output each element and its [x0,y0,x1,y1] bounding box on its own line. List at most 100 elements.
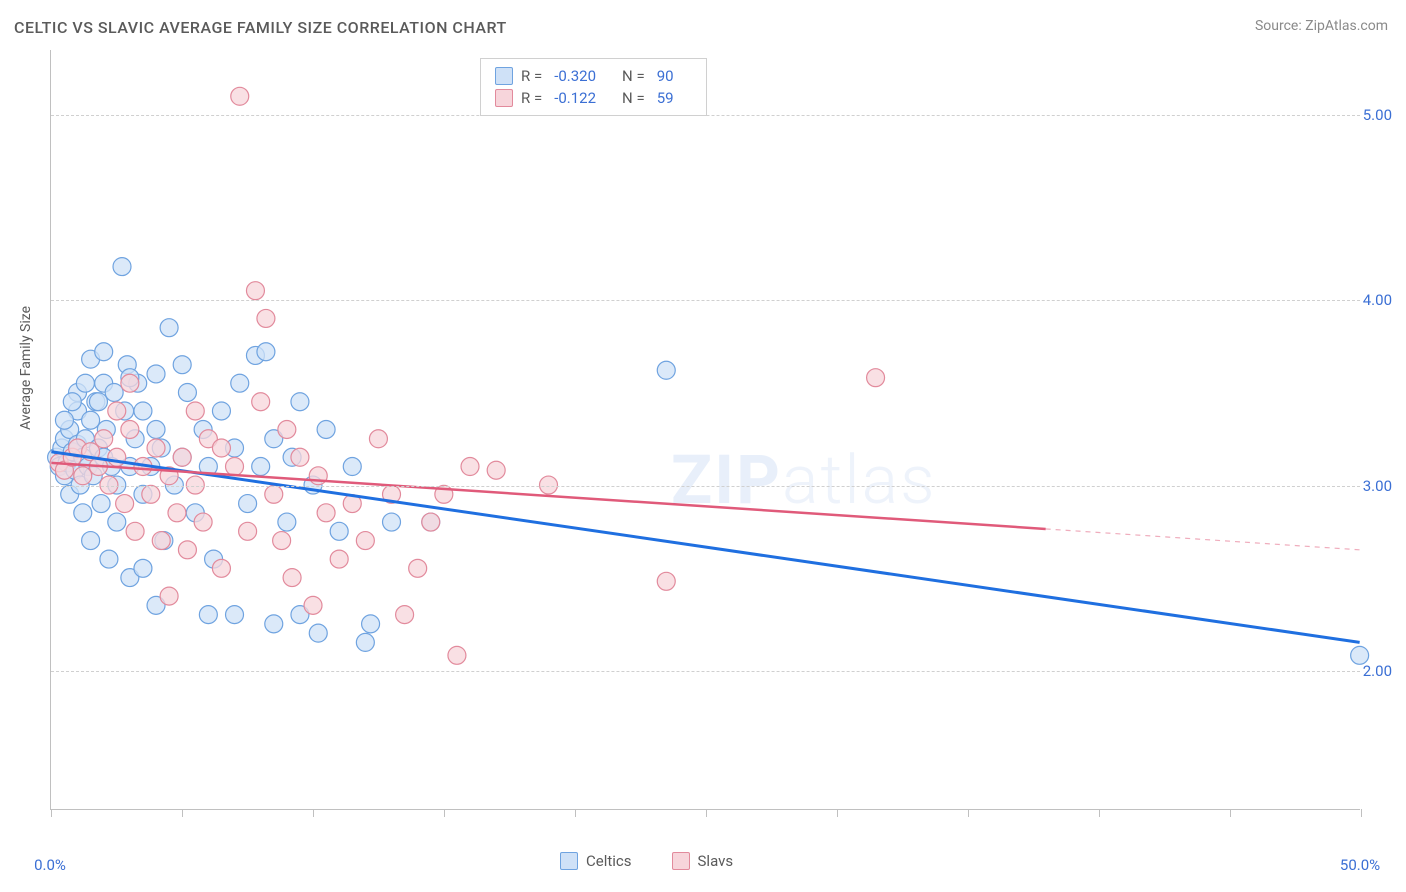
scatter-point [257,343,275,361]
scatter-point [265,485,283,503]
n-value: 90 [657,67,674,85]
x-tick-label: 0.0% [34,856,66,874]
x-tick [575,809,576,817]
scatter-point [108,513,126,531]
scatter-point [92,495,110,513]
scatter-point [239,495,257,513]
x-tick [313,809,314,817]
scatter-point [252,458,270,476]
scatter-point [147,421,165,439]
scatter-point [113,258,131,276]
scatter-point [278,513,296,531]
scatter-point [487,461,505,479]
x-tick [706,809,707,817]
y-tick-label: 5.00 [1363,106,1392,124]
scatter-point [147,365,165,383]
scatter-point [199,606,217,624]
scatter-point [356,633,374,651]
scatter-point [147,439,165,457]
legend-label: Celtics [586,852,632,870]
scatter-point [178,541,196,559]
r-value: -0.122 [554,89,596,107]
scatter-point [105,383,123,401]
scatter-point [657,361,675,379]
scatter-point [168,504,186,522]
trend-line [51,452,1359,643]
legend-label: Slavs [698,852,734,870]
scatter-point [121,374,139,392]
scatter-point [95,343,113,361]
x-tick [1361,809,1362,817]
x-tick [182,809,183,817]
legend-corr-row: R = -0.320 N = 90 [495,65,692,87]
legend-swatch [495,67,513,85]
scatter-point [396,606,414,624]
scatter-point [362,615,380,633]
r-label: R = [521,67,542,85]
scatter-point [239,522,257,540]
plot-svg [51,50,1360,809]
scatter-point [74,504,92,522]
scatter-point [231,87,249,105]
scatter-point [160,587,178,605]
n-label: N = [622,89,645,107]
scatter-point [55,411,73,429]
scatter-point [142,485,160,503]
scatter-point [383,513,401,531]
x-tick [1230,809,1231,817]
scatter-point [409,559,427,577]
x-tick-label: 50.0% [1340,856,1380,874]
scatter-point [257,309,275,327]
y-tick-label: 2.00 [1363,662,1392,680]
scatter-point [134,402,152,420]
scatter-point [173,356,191,374]
scatter-point [422,513,440,531]
scatter-point [212,559,230,577]
scatter-point [273,532,291,550]
chart-container: CELTIC VS SLAVIC AVERAGE FAMILY SIZE COR… [0,0,1406,892]
r-value: -0.320 [554,67,596,85]
scatter-point [212,402,230,420]
x-tick [837,809,838,817]
legend-swatch [495,89,513,107]
scatter-point [330,522,348,540]
scatter-point [265,615,283,633]
x-tick [51,809,52,817]
x-tick [968,809,969,817]
legend-swatch [672,852,690,870]
scatter-point [121,421,139,439]
scatter-point [330,550,348,568]
scatter-point [226,458,244,476]
scatter-point [82,411,100,429]
scatter-point [160,319,178,337]
scatter-point [89,393,107,411]
y-tick-label: 3.00 [1363,477,1392,495]
scatter-point [246,282,264,300]
scatter-point [317,504,335,522]
y-axis-label: Average Family Size [18,306,34,430]
scatter-point [283,569,301,587]
scatter-point [126,522,144,540]
legend-bottom: Celtics Slavs [560,852,733,870]
scatter-point [178,383,196,401]
scatter-point [212,439,230,457]
grid-line [51,671,1360,672]
scatter-point [76,374,94,392]
scatter-point [867,369,885,387]
scatter-point [152,532,170,550]
source-label: Source: ZipAtlas.com [1255,18,1388,34]
scatter-point [74,467,92,485]
scatter-point [134,559,152,577]
y-tick-label: 4.00 [1363,291,1392,309]
scatter-point [317,421,335,439]
scatter-point [194,513,212,531]
scatter-point [82,532,100,550]
scatter-point [173,448,191,466]
scatter-point [226,606,244,624]
scatter-point [252,393,270,411]
scatter-point [63,393,81,411]
r-label: R = [521,89,542,107]
scatter-point [278,421,296,439]
legend-swatch [560,852,578,870]
legend-correlation: R = -0.320 N = 90 R = -0.122 N = 59 [480,58,707,116]
